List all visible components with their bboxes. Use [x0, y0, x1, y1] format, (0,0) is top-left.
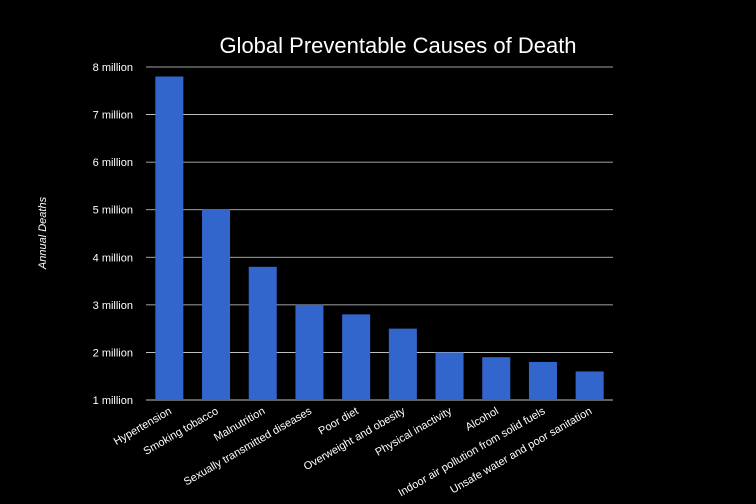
y-tick-label: 1 million: [93, 395, 133, 407]
bars: [155, 76, 604, 400]
y-tick-label: 8 million: [93, 62, 133, 74]
bar: [342, 314, 371, 400]
chart-title: Global Preventable Causes of Death: [219, 33, 576, 58]
bar: [155, 76, 184, 400]
bar: [435, 352, 464, 400]
x-tick-label: Alcohol: [464, 405, 501, 433]
y-tick-label: 3 million: [93, 300, 133, 312]
y-axis-ticks: 1 million 2 million 3 million 4 million 5 mi…: [93, 62, 133, 407]
y-tick-label: 4 million: [93, 252, 133, 264]
y-tick-label: 7 million: [93, 110, 133, 122]
y-tick-label: 5 million: [93, 205, 133, 217]
bar: [482, 357, 511, 400]
bar: [295, 304, 324, 400]
bar: [388, 328, 417, 400]
y-tick-label: 6 million: [93, 157, 133, 169]
bar: [202, 209, 231, 400]
bar: [528, 361, 557, 400]
bar: [248, 266, 277, 400]
bar: [575, 371, 604, 400]
y-axis-label: Annual Deaths: [37, 196, 49, 270]
y-tick-label: 2 million: [93, 347, 133, 359]
x-tick-label: Physical inactivity: [373, 405, 454, 459]
